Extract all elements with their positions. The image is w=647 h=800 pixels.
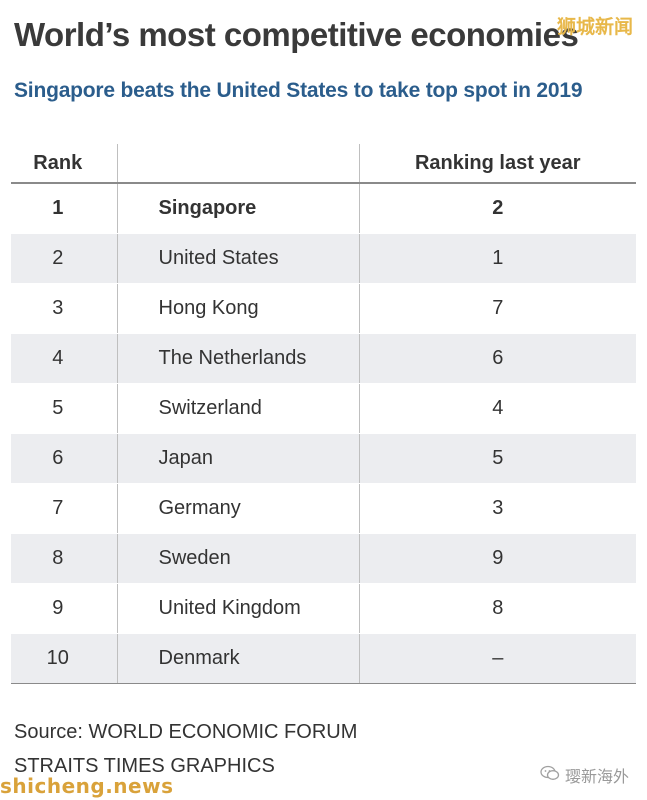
last-year-cell: 4 [359, 383, 636, 434]
country-cell: The Netherlands [116, 333, 360, 384]
last-year-cell: 5 [359, 433, 636, 484]
table-row: 10 Denmark – [11, 633, 636, 684]
watermark-bottom-right-text: 璎新海外 [564, 767, 629, 786]
rankings-table: Rank Ranking last year 1 Singapore 2 2 U… [11, 144, 636, 684]
table-row: 6 Japan 5 [11, 433, 636, 484]
table-header-row: Rank Ranking last year [11, 144, 636, 184]
last-year-cell: 1 [359, 233, 636, 284]
table-row: 2 United States 1 [11, 233, 636, 284]
source-note: Source: WORLD ECONOMIC FORUM [14, 721, 358, 743]
last-year-cell: 8 [359, 583, 636, 634]
rank-cell: 8 [11, 533, 117, 584]
header-ranking-last-year: Ranking last year [359, 144, 636, 184]
country-cell: Switzerland [116, 383, 360, 434]
country-cell: Japan [116, 433, 360, 484]
rank-cell: 10 [11, 633, 117, 684]
table-row: 8 Sweden 9 [11, 533, 636, 584]
rank-cell: 7 [11, 483, 117, 534]
last-year-cell: 6 [359, 333, 636, 384]
last-year-cell: 7 [359, 283, 636, 334]
country-cell: Hong Kong [116, 283, 360, 334]
rank-cell: 9 [11, 583, 117, 634]
country-cell: United Kingdom [116, 583, 360, 634]
infographic-title: World’s most competitive economies [14, 16, 579, 53]
table-row: 3 Hong Kong 7 [11, 283, 636, 334]
country-cell: Germany [116, 483, 360, 534]
table-row: 7 Germany 3 [11, 483, 636, 534]
rank-cell: 6 [11, 433, 117, 484]
header-rank: Rank [11, 144, 117, 184]
country-cell: Sweden [116, 533, 360, 584]
country-cell: Denmark [116, 633, 360, 684]
infographic-subtitle: Singapore beats the United States to tak… [14, 79, 583, 102]
graphics-credit: STRAITS TIMES GRAPHICS [14, 755, 275, 777]
last-year-cell: 9 [359, 533, 636, 584]
last-year-cell: 2 [359, 183, 636, 234]
last-year-cell: – [359, 633, 636, 684]
table-row: 1 Singapore 2 [11, 183, 636, 234]
rank-cell: 1 [11, 183, 117, 234]
country-cell: United States [116, 233, 360, 284]
rank-cell: 2 [11, 233, 117, 284]
table-row: 4 The Netherlands 6 [11, 333, 636, 384]
rankings-table-container: Rank Ranking last year 1 Singapore 2 2 U… [11, 144, 636, 684]
watermark-bottom-right: 璎新海外 [540, 763, 629, 787]
table-row: 5 Switzerland 4 [11, 383, 636, 434]
watermark-top-right: 狮城新闻 [556, 16, 633, 38]
rank-cell: 5 [11, 383, 117, 434]
header-country [116, 144, 360, 184]
rank-cell: 3 [11, 283, 117, 334]
table-row: 9 United Kingdom 8 [11, 583, 636, 634]
wechat-icon [540, 765, 560, 785]
country-cell: Singapore [116, 183, 360, 234]
watermark-bottom-left: shicheng.news [0, 774, 174, 798]
rank-cell: 4 [11, 333, 117, 384]
last-year-cell: 3 [359, 483, 636, 534]
